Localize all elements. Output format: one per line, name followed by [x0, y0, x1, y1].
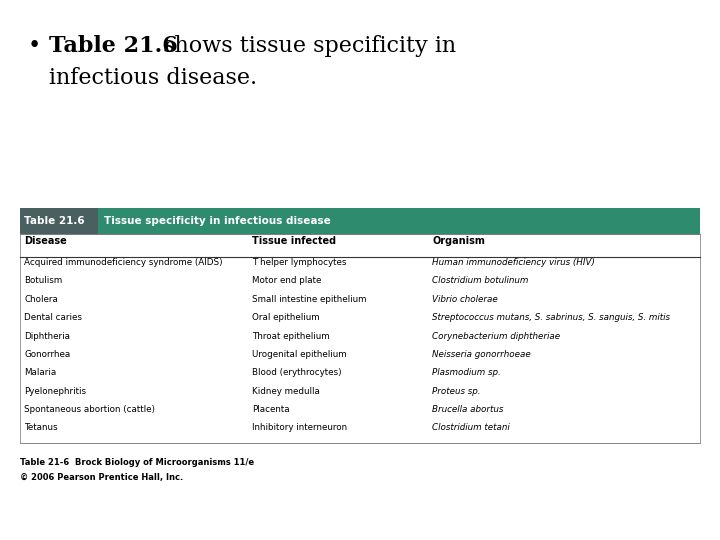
- Text: Kidney medulla: Kidney medulla: [252, 387, 320, 396]
- Text: Clostridium botulinum: Clostridium botulinum: [432, 276, 528, 286]
- Text: Pyelonephritis: Pyelonephritis: [24, 387, 86, 396]
- Text: Neisseria gonorrhoeae: Neisseria gonorrhoeae: [432, 350, 531, 359]
- Text: shows tissue specificity in: shows tissue specificity in: [156, 35, 456, 57]
- Text: Human immunodeficiency virus (HIV): Human immunodeficiency virus (HIV): [432, 258, 595, 267]
- Text: Tissue specificity in infectious disease: Tissue specificity in infectious disease: [104, 216, 330, 226]
- Text: Acquired immunodeficiency syndrome (AIDS): Acquired immunodeficiency syndrome (AIDS…: [24, 258, 223, 267]
- Text: Oral epithelium: Oral epithelium: [252, 313, 320, 322]
- FancyBboxPatch shape: [20, 234, 700, 443]
- Text: Tetanus: Tetanus: [24, 423, 58, 433]
- Text: Dental caries: Dental caries: [24, 313, 83, 322]
- Text: Table 21-6  Brock Biology of Microorganisms 11/e: Table 21-6 Brock Biology of Microorganis…: [20, 458, 254, 468]
- Text: Vibrio cholerae: Vibrio cholerae: [432, 295, 498, 304]
- Text: Brucella abortus: Brucella abortus: [432, 405, 504, 414]
- Text: Streptococcus mutans, S. sabrinus, S. sanguis, S. mitis: Streptococcus mutans, S. sabrinus, S. sa…: [432, 313, 670, 322]
- Text: •: •: [27, 35, 40, 57]
- Text: © 2006 Pearson Prentice Hall, Inc.: © 2006 Pearson Prentice Hall, Inc.: [20, 472, 184, 482]
- FancyBboxPatch shape: [20, 208, 700, 234]
- Text: Proteus sp.: Proteus sp.: [432, 387, 481, 396]
- Text: infectious disease.: infectious disease.: [49, 68, 257, 90]
- FancyBboxPatch shape: [20, 208, 99, 234]
- Text: Table 21.6: Table 21.6: [24, 216, 84, 226]
- Text: Spontaneous abortion (cattle): Spontaneous abortion (cattle): [24, 405, 156, 414]
- Text: Plasmodium sp.: Plasmodium sp.: [432, 368, 501, 377]
- Text: Placenta: Placenta: [252, 405, 289, 414]
- Text: Gonorrhea: Gonorrhea: [24, 350, 71, 359]
- Text: Inhibitory interneuron: Inhibitory interneuron: [252, 423, 347, 433]
- Text: Diphtheria: Diphtheria: [24, 332, 71, 341]
- Text: Blood (erythrocytes): Blood (erythrocytes): [252, 368, 342, 377]
- Text: Clostridium tetani: Clostridium tetani: [432, 423, 510, 433]
- Text: Tissue infected: Tissue infected: [252, 236, 336, 246]
- Text: Disease: Disease: [24, 236, 67, 246]
- Text: Urogenital epithelium: Urogenital epithelium: [252, 350, 347, 359]
- Text: Small intestine epithelium: Small intestine epithelium: [252, 295, 366, 304]
- Text: Organism: Organism: [432, 236, 485, 246]
- Text: Corynebacterium diphtheriae: Corynebacterium diphtheriae: [432, 332, 560, 341]
- Text: Throat epithelium: Throat epithelium: [252, 332, 330, 341]
- Text: Table 21.6: Table 21.6: [49, 35, 178, 57]
- Text: Motor end plate: Motor end plate: [252, 276, 322, 286]
- Text: Botulism: Botulism: [24, 276, 63, 286]
- Text: T helper lymphocytes: T helper lymphocytes: [252, 258, 346, 267]
- Text: Cholera: Cholera: [24, 295, 58, 304]
- Text: Malaria: Malaria: [24, 368, 57, 377]
